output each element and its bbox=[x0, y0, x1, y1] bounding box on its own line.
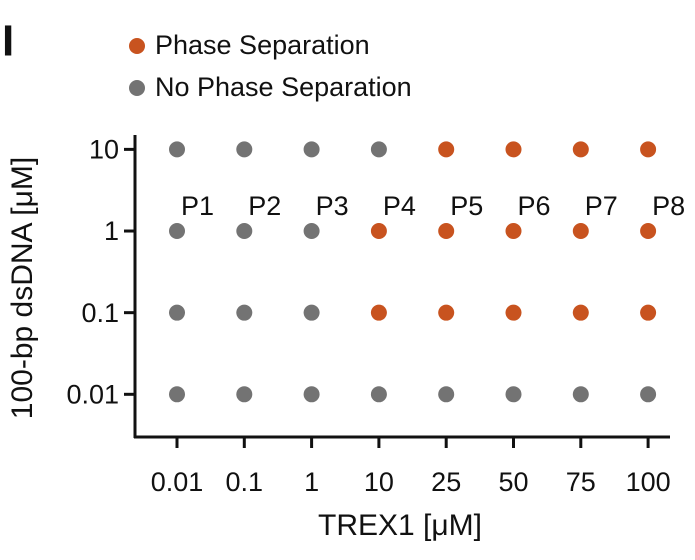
annotation: P6 bbox=[518, 191, 551, 221]
point bbox=[572, 141, 589, 158]
point bbox=[370, 141, 387, 158]
point bbox=[438, 304, 455, 321]
annotation: P1 bbox=[181, 191, 214, 221]
point bbox=[572, 223, 589, 240]
point bbox=[303, 223, 320, 240]
x-axis-label: TREX1 [μM] bbox=[318, 509, 482, 542]
x-tick-label: 0.01 bbox=[151, 467, 204, 497]
x-tick-label: 0.1 bbox=[226, 467, 264, 497]
x-tick-label: 75 bbox=[566, 467, 596, 497]
y-tick-label: 0.01 bbox=[66, 379, 119, 409]
legend-marker bbox=[129, 80, 145, 96]
point bbox=[640, 141, 657, 158]
y-tick-label: 1 bbox=[104, 216, 119, 246]
point bbox=[303, 304, 320, 321]
x-tick-label: 50 bbox=[498, 467, 528, 497]
x-tick-label: 100 bbox=[626, 467, 671, 497]
legend-marker bbox=[129, 38, 145, 54]
y-tick-label: 10 bbox=[89, 135, 119, 165]
annotation: P7 bbox=[585, 191, 618, 221]
point bbox=[505, 386, 522, 403]
point bbox=[169, 386, 185, 403]
point bbox=[169, 141, 185, 158]
point bbox=[370, 223, 387, 240]
point bbox=[236, 141, 253, 158]
point bbox=[438, 223, 455, 240]
point bbox=[370, 304, 387, 321]
point bbox=[505, 304, 522, 321]
x-tick-label: 10 bbox=[364, 467, 394, 497]
y-tick-label: 0.1 bbox=[81, 298, 119, 328]
panel-label: I bbox=[2, 17, 14, 66]
point bbox=[505, 223, 522, 240]
annotation: P8 bbox=[652, 191, 685, 221]
point bbox=[370, 386, 387, 403]
point bbox=[572, 304, 589, 321]
point bbox=[505, 141, 522, 158]
x-tick-label: 1 bbox=[304, 467, 319, 497]
legend-label: Phase Separation bbox=[155, 30, 370, 60]
point bbox=[236, 386, 253, 403]
point bbox=[169, 304, 185, 321]
x-tick-label: 25 bbox=[431, 467, 461, 497]
annotation: P3 bbox=[316, 191, 349, 221]
point bbox=[640, 304, 657, 321]
annotation: P2 bbox=[248, 191, 281, 221]
point bbox=[303, 141, 320, 158]
point bbox=[640, 223, 657, 240]
point bbox=[640, 386, 657, 403]
annotation: P4 bbox=[383, 191, 416, 221]
y-axis-label: 100-bp dsDNA [μM] bbox=[6, 157, 39, 419]
point bbox=[236, 304, 253, 321]
point bbox=[572, 386, 589, 403]
point bbox=[169, 223, 185, 240]
legend-label: No Phase Separation bbox=[155, 72, 412, 102]
point bbox=[236, 223, 253, 240]
point bbox=[303, 386, 320, 403]
point bbox=[438, 386, 455, 403]
annotation: P5 bbox=[450, 191, 483, 221]
point bbox=[438, 141, 455, 158]
